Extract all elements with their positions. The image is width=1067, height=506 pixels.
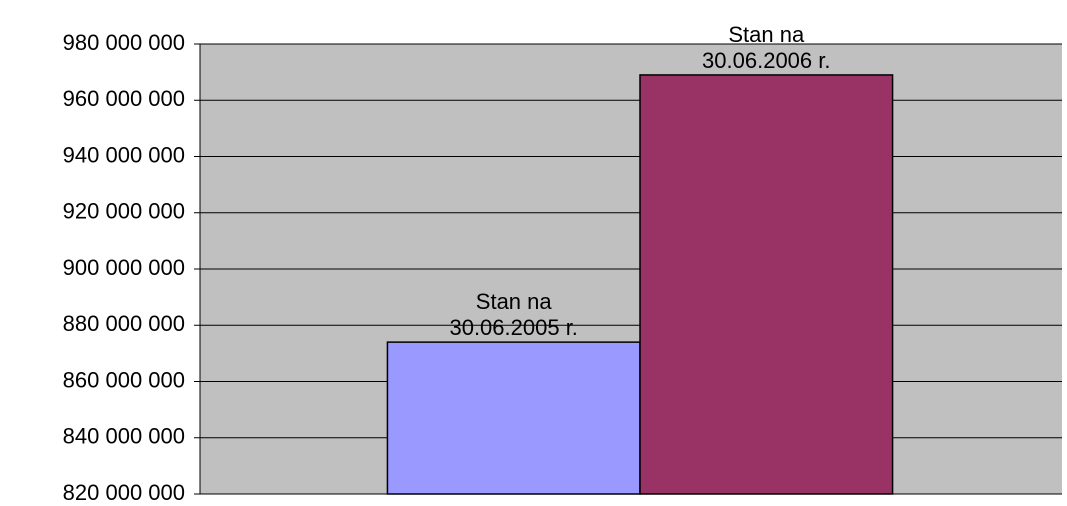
- y-tick-label: 980 000 000: [63, 30, 185, 55]
- y-tick-label: 860 000 000: [63, 367, 185, 392]
- bar: [386, 341, 641, 495]
- data-label: Stan na 30.06.2006 r.: [702, 21, 831, 73]
- y-tick-label: 900 000 000: [63, 255, 185, 280]
- y-tick-label: 940 000 000: [63, 142, 185, 167]
- y-tick-label: 840 000 000: [63, 424, 185, 449]
- y-tick-label: 920 000 000: [63, 199, 185, 224]
- y-tick-label: 960 000 000: [63, 86, 185, 111]
- y-tick-label: 880 000 000: [63, 311, 185, 336]
- y-tick-label: 820 000 000: [63, 480, 185, 505]
- bar: [639, 74, 894, 495]
- data-label: Stan na 30.06.2005 r.: [449, 289, 578, 341]
